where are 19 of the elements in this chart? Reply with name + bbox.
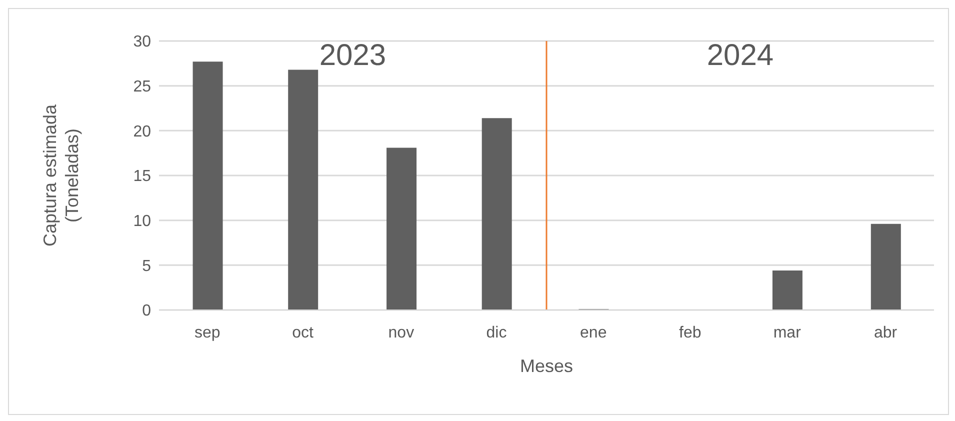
x-tick-label: nov [388,324,414,342]
y-tick-label: 20 [133,123,152,140]
y-axis-title: Captura estimada (Toneladas) [40,103,82,247]
y-tick-label: 15 [133,168,152,186]
y-tick-label: 30 [133,34,152,51]
y-tick-label: 5 [142,258,152,275]
x-tick-label: dic [486,324,507,342]
y-tick-label: 10 [133,213,152,230]
y-tick-label: 25 [133,78,152,96]
annotation: 2024 [706,39,774,72]
x-tick-label: mar [773,324,802,342]
x-tick-label: abr [874,324,898,342]
y-tick-label: 0 [142,302,152,320]
x-tick-label: feb [679,324,702,342]
x-axis-title: Meses [520,356,574,376]
x-tick-label: oct [292,324,314,342]
annotation: 2023 [319,39,386,72]
x-tick-label: sep [194,324,220,342]
x-tick-label: ene [580,324,607,342]
